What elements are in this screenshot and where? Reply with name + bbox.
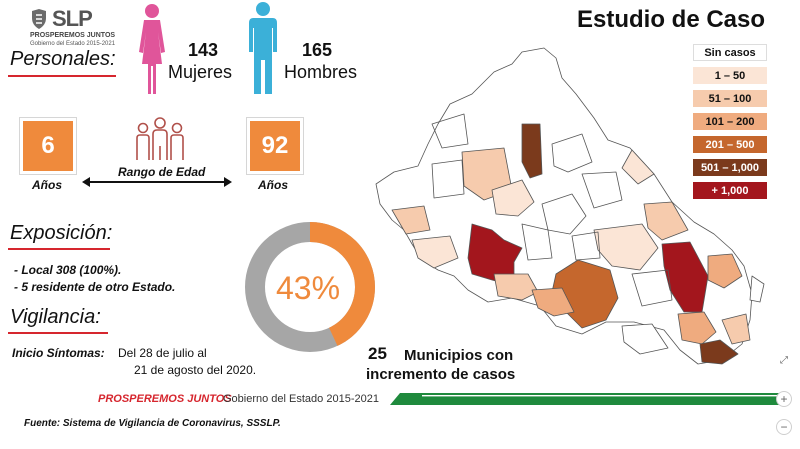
municipios-line1: Municipios con [404,347,514,364]
inicio-sintomas-label: Inicio Síntomas: [12,346,105,360]
edad-minima-label: Años [32,178,62,192]
exposicion-item: - 5 residente de otro Estado. [14,280,176,294]
mujeres-count: 143 [188,40,219,60]
logo-government: Gobierno del Estado 2015-2021 [30,41,116,47]
exposicion-heading: Exposición: [10,222,113,244]
personales-heading: Personales: [10,48,116,70]
zoom-out-button[interactable]: − [776,419,792,435]
vigilancia-heading: Vigilancia: [10,306,101,328]
legend-item: 201 – 500 [693,136,767,153]
logo-text: SLP [52,6,93,31]
legend-item: Sin casos [693,44,767,61]
percentage-donut [245,222,375,352]
donut-percentage-label: 43% [276,270,341,306]
edad-maxima-box: 92 [247,118,303,174]
hombres-count: 165 [302,40,333,60]
male-figure-icon [249,2,277,94]
edad-minima-box: 6 [20,118,76,174]
exposicion-item: - Local 308 (100%). [14,263,122,277]
state-municipalities-map [375,47,765,365]
rango-edad-label: Rango de Edad [118,165,206,179]
fecha-fin: 21 de agosto del 2020. [134,363,257,377]
municipios-count: 25 [368,344,387,363]
legend-list: Sin casos 1 – 50 51 – 100 101 – 200 201 – 50… [686,44,774,199]
page-title: Estudio de Caso [577,6,766,33]
vigilancia-underline [8,332,108,334]
group-people-icon [136,117,184,160]
footer-gobierno: Gobierno del Estado 2015-2021 [223,393,379,405]
map-legend: Sin casos 1 – 50 51 – 100 101 – 200 201 – 50… [686,44,774,214]
edad-maxima-label: Años [258,178,288,192]
legend-item: 101 – 200 [693,113,767,130]
exposicion-underline [8,248,110,250]
footer-prosperemos: PROSPEREMOS JUNTOS [98,393,232,405]
slp-logo: SLP PROSPEREMOS JUNTOS Gobierno del Esta… [28,6,115,50]
mujeres-label: Mujeres [168,62,233,82]
legend-item: 51 – 100 [693,90,767,107]
fecha-inicio: Del 28 de julio al [118,346,207,360]
range-arrow-icon [82,177,232,187]
legend-item: 1 – 50 [693,67,767,84]
slp-logo-icon [32,9,46,29]
footer-color-band [12,393,782,405]
legend-item: 501 – 1,000 [693,159,767,176]
legend-item: + 1,000 [693,182,767,199]
logo-subtitle: PROSPEREMOS JUNTOS [30,32,116,39]
hombres-label: Hombres [284,62,358,82]
female-figure-icon [139,4,165,94]
municipios-line2: incremento de casos [366,366,516,383]
personales-underline [8,75,116,77]
fuente-text: Fuente: Sistema de Vigilancia de Coronav… [24,418,281,429]
expand-button[interactable]: ⤢ [776,352,792,368]
donut-percentage-arc [245,222,375,352]
zoom-in-button[interactable]: + [776,391,792,407]
